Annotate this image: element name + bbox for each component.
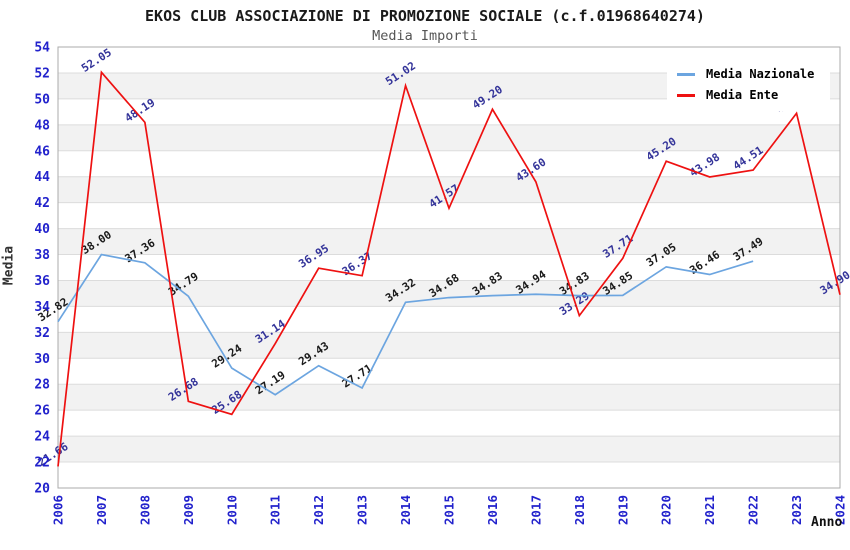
grid-band xyxy=(58,280,840,307)
y-tick-label: 24 xyxy=(34,430,50,445)
x-tick-label: 2023 xyxy=(789,495,804,525)
x-tick-label: 2008 xyxy=(137,495,152,525)
x-tick-label: 2019 xyxy=(615,495,630,525)
legend-item-media-ente: Media Ente xyxy=(677,88,824,102)
grid-band xyxy=(58,124,840,151)
y-tick-label: 46 xyxy=(34,144,50,159)
data-label: 52.05 xyxy=(79,46,114,75)
y-tick-label: 48 xyxy=(34,118,50,133)
legend-label: Media Ente xyxy=(706,88,779,102)
x-tick-label: 2022 xyxy=(746,495,761,525)
x-tick-label: 2015 xyxy=(442,495,457,525)
grid-band xyxy=(58,228,840,255)
y-tick-label: 26 xyxy=(34,404,50,419)
y-tick-label: 20 xyxy=(34,482,50,497)
x-tick-label: 2013 xyxy=(355,495,370,525)
x-tick-label: 2011 xyxy=(268,495,283,525)
series-line-media-nazionale xyxy=(57,253,754,396)
y-tick-label: 44 xyxy=(34,170,50,185)
x-tick-label: 2009 xyxy=(181,495,196,525)
y-axis-title: Media xyxy=(1,245,17,286)
media-nazionale-line-swatch-icon xyxy=(677,72,695,76)
x-tick-label: 2021 xyxy=(702,495,717,525)
chart-subtitle: Media Importi xyxy=(372,28,478,44)
plot-border xyxy=(57,46,841,489)
x-tick-label: 2020 xyxy=(659,495,674,525)
y-tick-label: 36 xyxy=(34,274,50,289)
grid-band xyxy=(58,332,840,359)
y-tick-label: 52 xyxy=(34,66,50,81)
x-tick-label: 2016 xyxy=(485,495,500,525)
y-tick-label: 40 xyxy=(34,222,50,237)
x-tick-label: 2010 xyxy=(224,495,239,525)
y-tick-label: 32 xyxy=(34,326,50,341)
legend: Media Nazionale Media Ente xyxy=(667,57,830,111)
x-tick-label: 2007 xyxy=(94,495,109,525)
grid-band xyxy=(58,176,840,203)
y-tick-label: 50 xyxy=(34,92,50,107)
y-tick-label: 34 xyxy=(34,300,50,315)
y-tick-label: 42 xyxy=(34,196,50,211)
media-ente-line-swatch-icon xyxy=(677,93,695,97)
y-tick-label: 22 xyxy=(34,456,50,471)
x-axis-title: Anno xyxy=(811,515,843,530)
y-tick-label: 28 xyxy=(34,378,50,393)
y-tick-label: 38 xyxy=(34,248,50,263)
x-tick-label: 2006 xyxy=(51,495,66,525)
legend-label: Media Nazionale xyxy=(706,67,815,81)
grid-band xyxy=(58,436,840,463)
x-tick-label: 2012 xyxy=(311,495,326,525)
y-tick-label: 30 xyxy=(34,352,50,367)
series-line-media-ente xyxy=(57,70,841,467)
y-tick-label: 54 xyxy=(34,41,50,56)
x-tick-label: 2014 xyxy=(398,495,413,525)
x-tick-label: 2018 xyxy=(572,495,587,525)
x-tick-label: 2017 xyxy=(528,495,543,525)
data-label: 48.19 xyxy=(123,96,158,125)
x-tick-label: 2024 xyxy=(833,495,848,525)
legend-item-media-nazionale: Media Nazionale xyxy=(677,67,824,81)
chart-title: EKOS CLUB ASSOCIAZIONE DI PROMOZIONE SOC… xyxy=(145,7,705,25)
